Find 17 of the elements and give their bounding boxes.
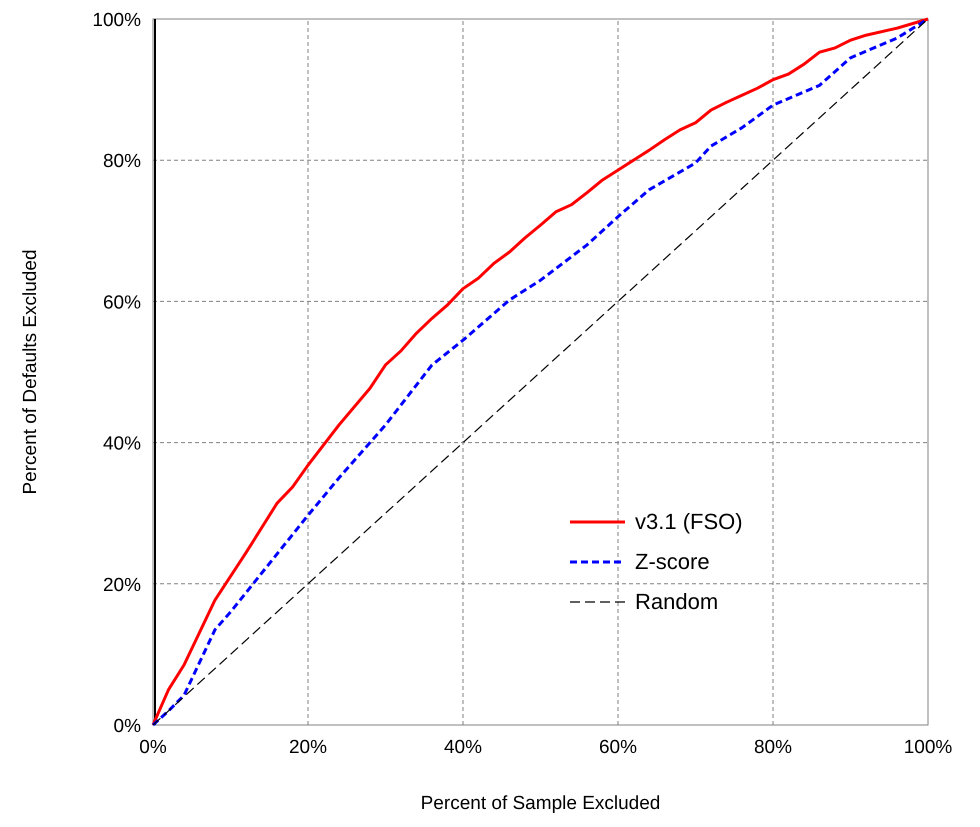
y-axis-title: Percent of Defaults Excluded — [20, 249, 41, 495]
x-tick-label: 0% — [139, 737, 167, 758]
y-tick-label: 0% — [114, 716, 142, 737]
legend-label: Z-score — [635, 549, 710, 574]
x-tick-label: 40% — [444, 737, 482, 758]
y-tick-label: 100% — [92, 10, 142, 31]
x-axis-title: Percent of Sample Excluded — [420, 793, 660, 814]
y-tick-label: 60% — [102, 292, 142, 314]
y-tick-label: 80% — [102, 151, 142, 172]
y-tick-label: 20% — [102, 574, 142, 596]
x-tick-label: 20% — [288, 737, 328, 758]
y-tick-label: 40% — [102, 434, 142, 455]
x-tick-label: 60% — [598, 737, 638, 758]
x-tick-label: 100% — [904, 737, 952, 758]
x-tick-label: 80% — [754, 737, 792, 758]
legend-label: v3.1 (FSO) — [635, 509, 743, 534]
legend-label: Random — [635, 589, 718, 614]
